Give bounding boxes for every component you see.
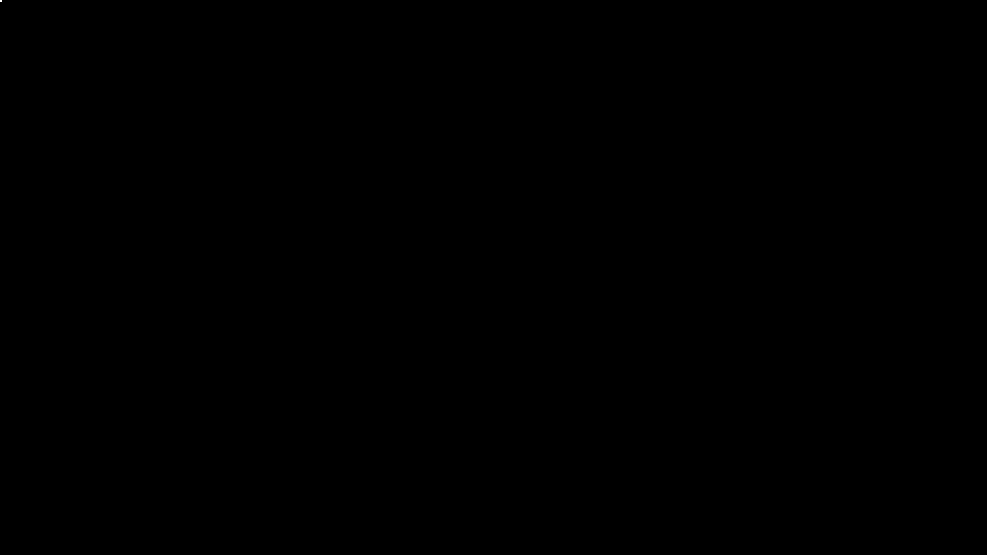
time-axis: [0, 537, 987, 555]
indicator-panel[interactable]: [0, 0, 2, 2]
chart-window: [0, 0, 987, 555]
indicator-y-axis: [923, 0, 987, 555]
